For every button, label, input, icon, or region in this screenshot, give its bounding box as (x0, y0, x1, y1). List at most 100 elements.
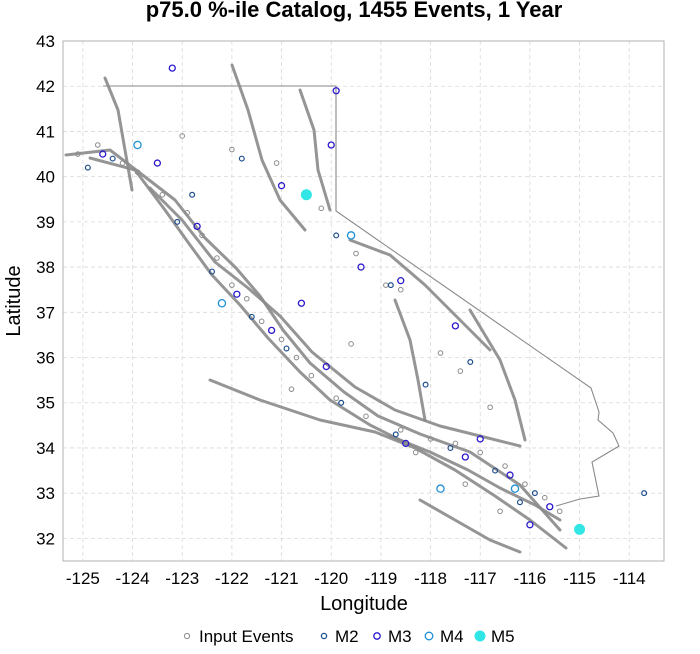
y-tick-label: 39 (36, 213, 55, 232)
point-input-event (214, 255, 220, 261)
fault-trace (103, 76, 134, 192)
x-tick-label: -120 (314, 569, 348, 588)
x-tick-label: -118 (414, 569, 447, 588)
point-input-event (243, 295, 250, 302)
y-tick-label: 41 (36, 122, 55, 141)
legend-marker-input-events (183, 632, 191, 640)
point-input-event (273, 160, 280, 166)
points-layer (75, 64, 648, 535)
point-m2 (333, 232, 340, 239)
point-m2 (531, 490, 538, 497)
legend-label-input-events: Input Events (199, 627, 294, 646)
point-input-event (383, 282, 389, 288)
y-tick-label: 37 (36, 303, 55, 322)
x-tick-label: -114 (613, 569, 646, 588)
point-input-event (397, 286, 404, 293)
x-tick-label: -116 (514, 569, 547, 588)
point-input-event (437, 350, 444, 356)
point-m2 (189, 191, 196, 198)
point-m2 (248, 313, 255, 320)
fault-trace (148, 186, 522, 448)
x-tick-label: -124 (116, 569, 150, 588)
point-input-event (541, 494, 548, 501)
point-m2 (516, 499, 523, 506)
point-m3 (546, 503, 554, 511)
x-tick-labels: -125 -124 -123 -122 -121 -120 -119 -118 -117 -116… (66, 569, 646, 588)
point-m3 (451, 322, 460, 330)
point-m3 (357, 263, 365, 271)
point-m2 (641, 490, 648, 497)
point-m3 (168, 64, 176, 72)
legend: Input Events M2 M3 M4 M5 (183, 627, 515, 646)
y-tick-label: 36 (36, 349, 55, 368)
y-tick-label: 35 (36, 394, 55, 413)
x-tick-label: -123 (165, 569, 199, 588)
legend-label-m2: M2 (335, 627, 359, 646)
point-input-event (288, 386, 295, 392)
point-m2 (283, 345, 290, 352)
point-m3 (397, 277, 405, 285)
fault-trace (393, 298, 427, 422)
point-m3 (297, 299, 306, 307)
y-tick-labels: 32 33 34 35 36 37 38 39 40 41 42 43 (36, 32, 55, 548)
chart-title: p75.0 %-ile Catalog, 1455 Events, 1 Year (146, 0, 563, 22)
point-input-event (159, 191, 166, 198)
point-m3 (322, 362, 330, 371)
point-m3 (193, 222, 201, 231)
map-layer (64, 63, 620, 554)
point-m3 (277, 182, 286, 190)
point-m3 (99, 150, 107, 158)
point-m4 (133, 140, 142, 150)
legend-label-m5: M5 (491, 627, 515, 646)
point-input-event (333, 395, 339, 402)
point-input-event (179, 133, 186, 139)
point-m2 (174, 218, 181, 225)
y-tick-label: 42 (36, 77, 55, 96)
legend-marker-m3 (373, 632, 381, 640)
point-input-event (487, 404, 493, 411)
point-input-event (556, 508, 563, 515)
point-input-event (457, 368, 464, 374)
y-tick-label: 40 (36, 168, 55, 187)
point-m4 (436, 484, 445, 493)
point-input-event (229, 282, 235, 288)
fault-trace (298, 88, 332, 212)
y-tick-label: 34 (36, 439, 55, 458)
legend-label-m4: M4 (440, 627, 464, 646)
fault-trace (88, 156, 412, 447)
point-input-event (397, 427, 404, 433)
x-tick-label: -125 (66, 569, 100, 588)
point-input-event (452, 440, 459, 447)
point-input-event (522, 481, 528, 487)
y-tick-label: 43 (36, 32, 55, 51)
point-input-event (258, 318, 265, 325)
point-m3 (332, 87, 340, 95)
point-input-event (94, 142, 101, 148)
fault-trace (418, 498, 522, 554)
point-input-event (308, 372, 315, 379)
point-m2 (109, 155, 116, 162)
point-m2 (209, 268, 216, 275)
point-input-event (353, 250, 359, 257)
point-m3 (267, 326, 276, 335)
point-input-event (427, 436, 434, 442)
point-m2 (392, 431, 399, 438)
point-input-event (134, 169, 141, 175)
point-m5 (300, 189, 312, 201)
point-input-event (497, 508, 503, 515)
y-tick-label: 33 (36, 484, 55, 503)
point-input-event (278, 336, 285, 343)
fault-trace (208, 378, 568, 550)
y-tick-label: 38 (36, 258, 55, 277)
x-tick-label: -115 (563, 569, 596, 588)
point-m4 (346, 231, 356, 240)
point-m2 (467, 359, 474, 366)
x-tick-label: -117 (464, 569, 497, 588)
point-m3 (476, 435, 484, 443)
y-axis-label: Latitude (3, 265, 25, 336)
point-m3 (153, 159, 162, 167)
grid-layer (63, 40, 664, 561)
point-m3 (233, 290, 241, 298)
point-m2 (422, 381, 429, 388)
